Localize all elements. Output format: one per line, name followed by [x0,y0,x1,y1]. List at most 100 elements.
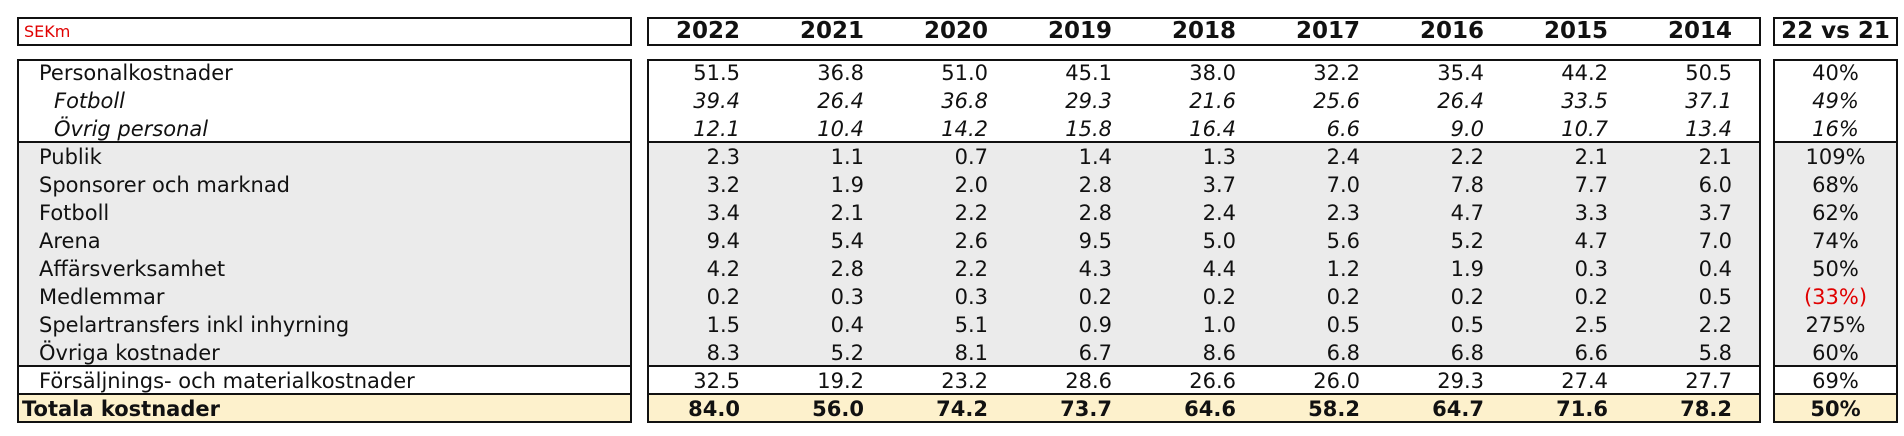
cell-value: 8.1 [954,341,988,365]
cell-value: 0.2 [1450,285,1484,309]
cell-change: 40% [1812,61,1859,85]
cell-value: 33.5 [1561,89,1608,113]
year-header: 2014 [1667,18,1732,44]
cell-value: 29.3 [1065,89,1112,113]
cell-change: (33%) [1803,285,1868,309]
cell-value: 1.9 [1450,257,1484,281]
cell-change: 50% [1810,397,1861,421]
cell-value: 26.6 [1189,369,1236,393]
cell-value: 4.7 [1574,229,1608,253]
cell-value: 58.2 [1308,397,1360,421]
cell-value: 0.2 [1078,285,1112,309]
cell-value: 15.8 [1065,117,1112,141]
section-box [647,141,1761,367]
cell-value: 28.6 [1065,369,1112,393]
cell-value: 7.0 [1698,229,1732,253]
cell-value: 10.7 [1561,117,1608,141]
row-label: Övriga kostnader [39,341,220,365]
cell-value: 2.2 [954,201,988,225]
cell-value: 23.2 [941,369,988,393]
cell-value: 7.7 [1574,173,1608,197]
cell-value: 7.8 [1450,173,1484,197]
cell-value: 35.4 [1437,61,1484,85]
cell-value: 0.2 [1326,285,1360,309]
year-header: 2019 [1047,18,1112,44]
cell-value: 26.4 [1437,89,1484,113]
cell-value: 32.2 [1313,61,1360,85]
row-label: Affärsverksamhet [39,257,226,281]
cell-value: 29.3 [1437,369,1484,393]
cell-value: 0.2 [1202,285,1236,309]
cell-value: 3.2 [706,173,740,197]
cell-value: 19.2 [817,369,864,393]
cell-value: 9.5 [1078,229,1112,253]
cell-value: 8.6 [1202,341,1236,365]
row-label: Fotboll [54,89,126,113]
cell-value: 5.8 [1698,341,1732,365]
cell-value: 4.2 [706,257,740,281]
cell-value: 36.8 [941,89,988,113]
cell-value: 6.6 [1574,341,1608,365]
cell-value: 3.3 [1574,201,1608,225]
cell-value: 2.2 [1450,145,1484,169]
cell-change: 49% [1812,89,1859,113]
cell-value: 39.4 [693,89,740,113]
header-box [1773,17,1898,46]
cell-value: 4.4 [1202,257,1236,281]
cell-value: 0.5 [1326,313,1360,337]
cell-value: 16.4 [1189,117,1236,141]
cell-value: 0.5 [1450,313,1484,337]
cell-value: 4.3 [1078,257,1112,281]
cell-value: 2.4 [1202,201,1236,225]
cell-value: 32.5 [693,369,740,393]
cell-value: 0.9 [1078,313,1112,337]
year-header: 2018 [1171,18,1236,44]
cell-value: 6.6 [1326,117,1360,141]
year-header: 2017 [1295,18,1360,44]
cell-value: 12.1 [693,117,740,141]
cell-value: 10.4 [817,117,864,141]
cell-value: 0.4 [830,313,864,337]
unit: SEKm [24,22,71,41]
cell-change: 50% [1812,257,1859,281]
cell-value: 2.2 [1698,313,1732,337]
row-label: Publik [39,145,102,169]
cell-value: 2.1 [1574,145,1608,169]
change-header: 22 vs 21 [1781,18,1890,44]
cell-value: 8.3 [706,341,740,365]
year-header: 2022 [675,18,740,44]
cell-value: 37.1 [1685,89,1732,113]
year-header: 2021 [799,18,864,44]
cell-value: 6.7 [1078,341,1112,365]
cell-value: 71.6 [1556,397,1608,421]
cell-value: 1.0 [1202,313,1236,337]
year-header: 2015 [1543,18,1608,44]
section-box [647,393,1761,423]
row-label: Medlemmar [39,285,165,309]
year-header: 2016 [1419,18,1484,44]
cell-value: 1.5 [706,313,740,337]
cell-value: 2.4 [1326,145,1360,169]
cell-value: 2.0 [954,173,988,197]
cell-value: 2.8 [1078,201,1112,225]
cell-value: 27.7 [1685,369,1732,393]
cell-value: 6.8 [1450,341,1484,365]
cell-value: 2.6 [954,229,988,253]
cell-value: 5.1 [954,313,988,337]
cell-value: 5.2 [1450,229,1484,253]
cell-change: 60% [1812,341,1859,365]
year-header: 2020 [923,18,988,44]
cell-value: 50.5 [1685,61,1732,85]
row-label: Övrig personal [54,117,209,141]
cell-change: 62% [1812,201,1859,225]
cell-value: 38.0 [1189,61,1236,85]
section-box [1773,59,1898,143]
row-label: Fotboll [39,201,110,225]
cell-value: 0.3 [954,285,988,309]
cell-value: 1.4 [1078,145,1112,169]
cell-value: 64.7 [1432,397,1484,421]
cell-change: 16% [1812,117,1859,141]
cell-change: 275% [1805,313,1866,337]
cell-value: 3.4 [706,201,740,225]
